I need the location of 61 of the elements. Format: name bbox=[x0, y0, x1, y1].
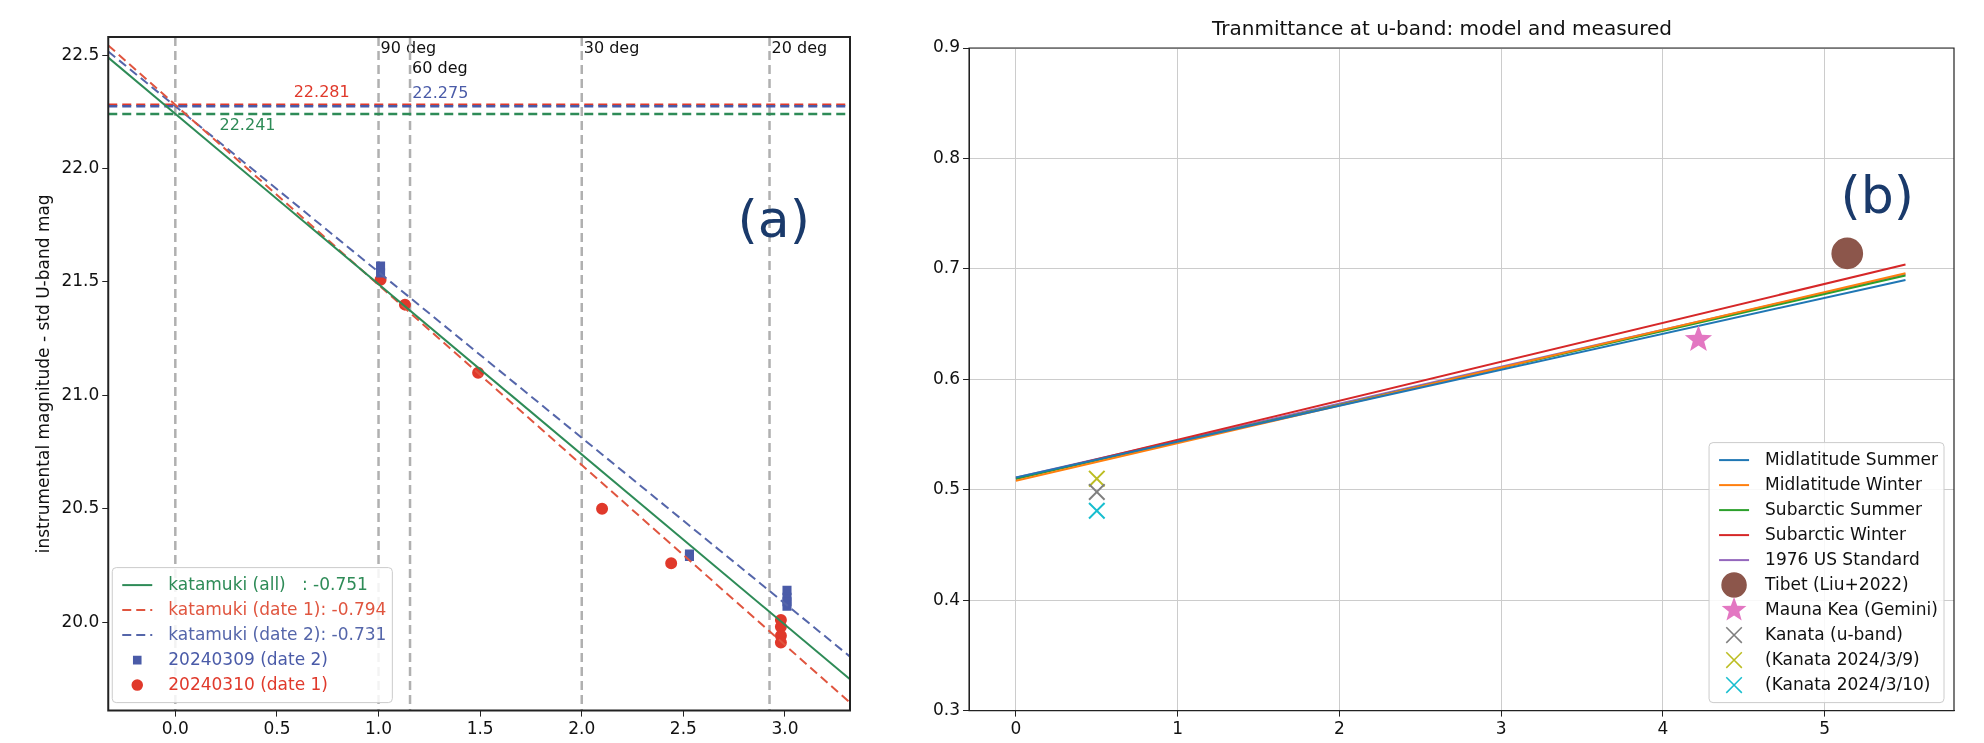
x-tick-label: 1 bbox=[1172, 718, 1184, 739]
legend-label: Subarctic Winter bbox=[1765, 523, 1906, 544]
legend-label: Midlatitude Summer bbox=[1765, 448, 1939, 469]
point bbox=[596, 502, 609, 515]
x-tick-label: 5 bbox=[1819, 718, 1831, 739]
x-tick-label: 0.0 bbox=[161, 718, 189, 739]
x-tick-label: 0.5 bbox=[263, 718, 291, 739]
y-tick-label: 0.5 bbox=[932, 478, 961, 499]
annotation: (a) bbox=[737, 188, 810, 249]
legend-label: 20240309 (date 2) bbox=[168, 648, 328, 669]
ref-line-label: 30 deg bbox=[583, 38, 640, 58]
legend-label: 1976 US Standard bbox=[1765, 548, 1920, 569]
ref-line-label: 20 deg bbox=[771, 38, 828, 58]
legend-label: Kanata (u-band) bbox=[1765, 623, 1903, 644]
ref-line-label: 22.241 bbox=[219, 115, 276, 135]
y-tick-label: 20.5 bbox=[61, 497, 100, 518]
legend-label: katamuki (all) : -0.751 bbox=[168, 573, 368, 594]
legend-label: Mauna Kea (Gemini) bbox=[1765, 598, 1938, 619]
x-tick-label: 1.0 bbox=[365, 718, 393, 739]
annotation: (b) bbox=[1840, 164, 1914, 225]
point bbox=[1088, 483, 1106, 501]
ref-line-label: 90 deg bbox=[380, 38, 437, 58]
x-tick-label: 2.0 bbox=[568, 718, 596, 739]
x-tick-label: 3.0 bbox=[771, 718, 799, 739]
y-tick-label: 21.5 bbox=[61, 270, 100, 291]
y-axis-title: instrumental magnitude - std U-band mag bbox=[32, 194, 53, 554]
point bbox=[665, 557, 678, 570]
y-tick-label: 22.0 bbox=[61, 156, 100, 177]
point bbox=[782, 601, 792, 611]
x-tick-label: 0 bbox=[1010, 718, 1022, 739]
x-tick-label: 1.5 bbox=[466, 718, 494, 739]
point bbox=[1831, 237, 1864, 270]
x-tick-label: 3 bbox=[1495, 718, 1507, 739]
point bbox=[1088, 501, 1106, 520]
y-tick-label: 22.5 bbox=[61, 43, 100, 64]
y-tick-label: 0.4 bbox=[932, 588, 961, 609]
y-tick-label: 21.0 bbox=[61, 383, 100, 404]
x-tick-label: 2.5 bbox=[669, 718, 697, 739]
y-tick-label: 0.3 bbox=[932, 699, 961, 720]
y-tick-label: 0.7 bbox=[932, 257, 961, 278]
legend-label: (Kanata 2024/3/9) bbox=[1765, 648, 1920, 669]
point bbox=[1088, 469, 1106, 488]
point bbox=[1684, 325, 1713, 352]
x-tick-label: 2 bbox=[1333, 718, 1345, 739]
y-tick-label: 0.9 bbox=[932, 36, 961, 57]
legend-label: Midlatitude Winter bbox=[1765, 473, 1922, 494]
legend-label: katamuki (date 2): -0.731 bbox=[168, 623, 387, 644]
ref-line-label: 22.275 bbox=[412, 83, 469, 103]
ref-line-label: 60 deg bbox=[412, 58, 468, 78]
legend-label: katamuki (date 1): -0.794 bbox=[168, 598, 387, 619]
legend-label: Tibet (Liu+2022) bbox=[1764, 573, 1909, 594]
legend-label: (Kanata 2024/3/10) bbox=[1765, 673, 1931, 694]
y-tick-label: 0.8 bbox=[932, 146, 961, 167]
point bbox=[782, 585, 792, 595]
legend-label: Subarctic Summer bbox=[1765, 498, 1923, 519]
ref-line-label: 22.281 bbox=[293, 81, 350, 101]
y-tick-label: 0.6 bbox=[932, 367, 961, 388]
chart-title: Tranmittance at u-band: model and measured bbox=[1210, 16, 1673, 41]
x-tick-label: 4 bbox=[1657, 718, 1669, 739]
legend-label: 20240310 (date 1) bbox=[168, 673, 328, 694]
y-tick-label: 20.0 bbox=[61, 610, 100, 631]
